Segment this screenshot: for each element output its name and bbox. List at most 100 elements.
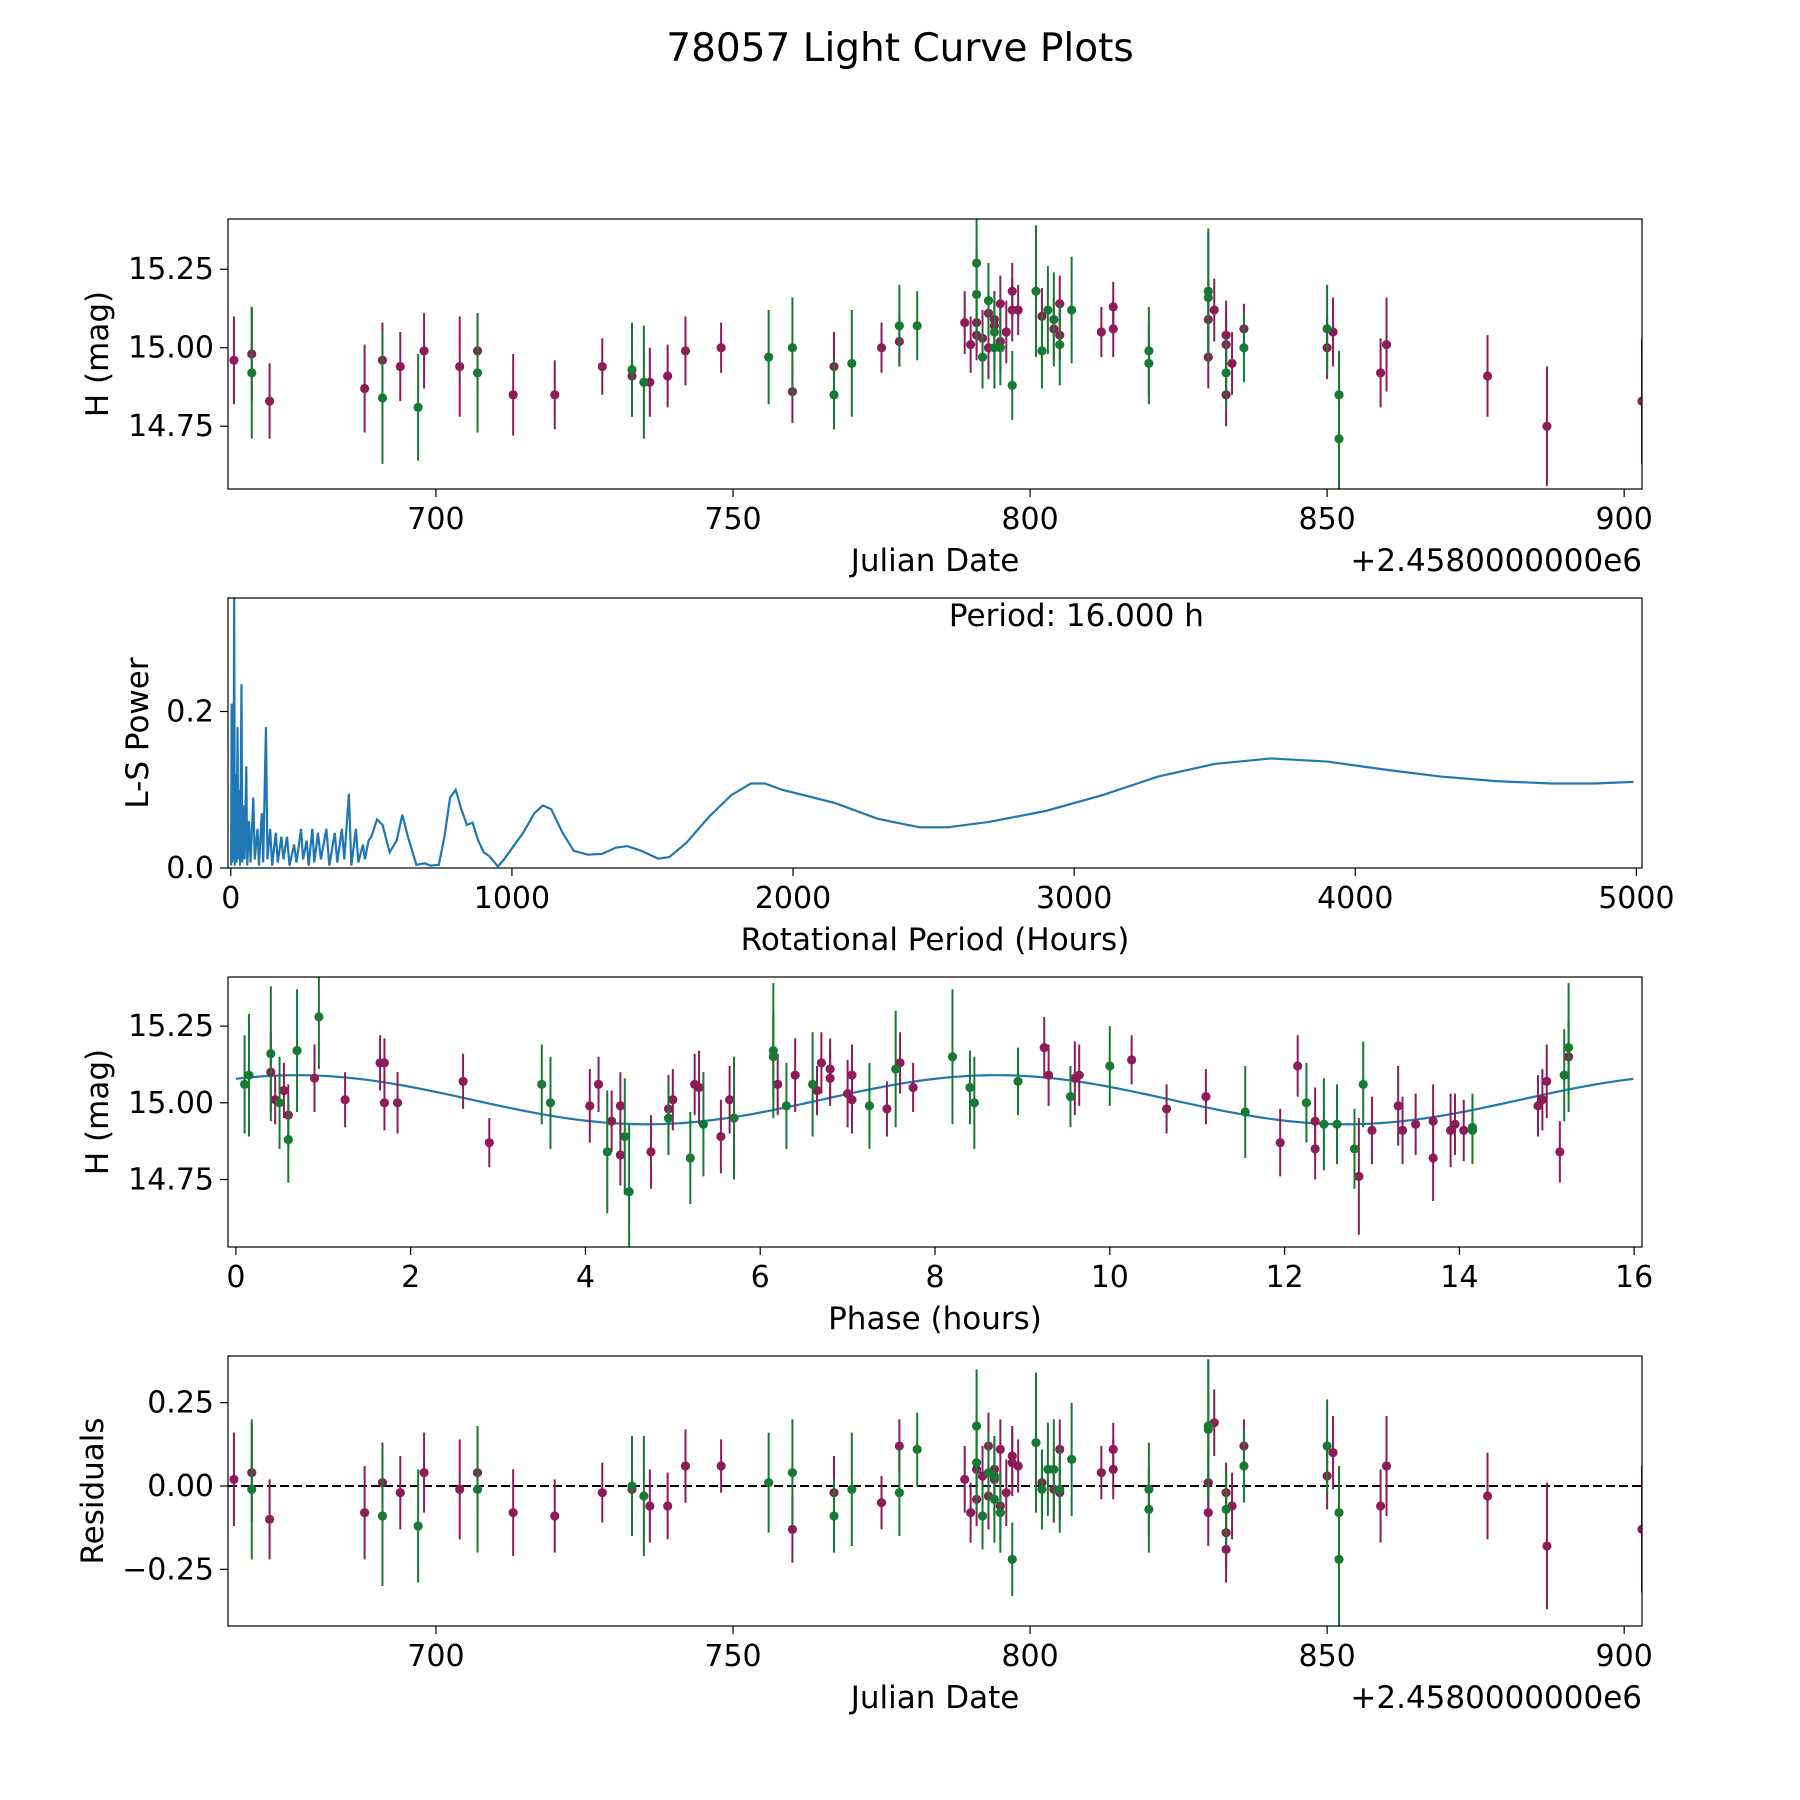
data-point: [1144, 358, 1154, 369]
x-tick-label: 12: [1265, 1260, 1303, 1295]
data-point: [768, 1052, 778, 1062]
data-point: [663, 1113, 674, 1123]
y-tick-label: 15.25: [128, 252, 214, 287]
y-tick-label: 15.25: [128, 1009, 214, 1044]
data-point: [1127, 1055, 1137, 1065]
data-point: [764, 352, 774, 362]
data-point: [639, 377, 649, 387]
data-point: [882, 1104, 892, 1114]
data-point: [1031, 286, 1041, 296]
plot-area: [228, 1359, 1642, 1626]
data-point: [891, 1064, 901, 1074]
x-axis-label: Julian Date: [849, 543, 1020, 579]
y-tick-label: −0.25: [122, 1552, 214, 1587]
data-point: [995, 343, 1005, 353]
data-point: [847, 358, 857, 369]
plot-area: [230, 598, 1634, 868]
x-tick-label: 3000: [1036, 881, 1112, 916]
data-point: [787, 1524, 798, 1534]
data-point: [829, 1511, 839, 1521]
y-tick-label: 15.00: [128, 1086, 214, 1121]
data-point: [1559, 1070, 1569, 1080]
data-point: [764, 1478, 774, 1488]
data-point: [1334, 434, 1344, 444]
data-point: [550, 390, 560, 400]
data-point: [680, 346, 691, 356]
data-point: [1428, 1153, 1438, 1163]
data-point: [876, 1498, 887, 1508]
data-point: [455, 1484, 465, 1494]
data-point: [912, 321, 922, 331]
data-point: [1031, 1438, 1041, 1448]
data-point: [1049, 1464, 1059, 1474]
data-point: [1201, 1092, 1211, 1102]
data-point: [1065, 1092, 1076, 1102]
data-point: [340, 1095, 350, 1105]
data-point: [1411, 1119, 1421, 1129]
data-point: [1328, 1448, 1338, 1458]
data-point: [829, 390, 839, 400]
data-point: [1542, 1541, 1552, 1551]
data-point: [1467, 1125, 1478, 1136]
y-tick-label: 0.00: [147, 1469, 214, 1504]
periodogram-line: [230, 598, 1634, 868]
data-point: [1537, 1095, 1547, 1105]
x-offset-label: +2.4580000000e6: [1350, 543, 1642, 579]
data-point: [472, 1484, 483, 1494]
data-point: [1144, 1504, 1154, 1514]
y-axis-label: H (mag): [80, 291, 116, 417]
data-point: [1555, 1147, 1565, 1157]
data-point: [240, 1079, 250, 1089]
data-point: [947, 1052, 958, 1062]
data-point: [663, 371, 673, 381]
data-point: [379, 1098, 390, 1108]
data-point: [585, 1101, 595, 1111]
data-point: [620, 1131, 630, 1142]
data-point: [1007, 380, 1017, 390]
axes-frame: [227, 976, 1643, 1248]
data-point: [1013, 305, 1023, 315]
data-point: [615, 1150, 625, 1160]
data-point: [593, 1079, 604, 1089]
x-tick-label: 2000: [755, 881, 831, 916]
data-point: [624, 1187, 634, 1197]
series-g-band: [240, 977, 1574, 1247]
data-point: [1381, 1461, 1392, 1471]
x-tick-label: 750: [704, 502, 761, 537]
data-point: [894, 1488, 904, 1498]
x-tick-label: 0: [226, 1260, 245, 1295]
data-point: [1354, 1171, 1364, 1182]
data-point: [716, 343, 726, 353]
data-point: [1096, 327, 1106, 337]
x-tick-label: 8: [925, 1260, 944, 1295]
data-point: [1239, 1461, 1249, 1471]
data-point: [1013, 1461, 1023, 1471]
data-point: [360, 383, 370, 394]
data-point: [1055, 1484, 1065, 1494]
data-point: [773, 1079, 783, 1089]
data-point: [1037, 346, 1047, 356]
y-tick-label: 15.00: [128, 331, 214, 366]
model-fit-curve: [235, 1074, 1634, 1126]
data-point: [545, 1098, 556, 1108]
series-g-band: [247, 1359, 1344, 1626]
x-tick-label: 800: [1001, 1639, 1058, 1674]
data-point: [1293, 1061, 1303, 1071]
data-point: [1375, 368, 1386, 378]
data-point: [912, 1444, 922, 1454]
data-point: [680, 1461, 691, 1471]
data-point: [264, 396, 275, 406]
data-point: [1239, 343, 1249, 353]
data-point: [989, 327, 1000, 337]
data-point: [685, 1153, 695, 1163]
data-point: [1542, 421, 1552, 431]
data-point: [597, 1488, 607, 1498]
data-point: [419, 1468, 429, 1478]
data-point: [1037, 1484, 1047, 1494]
data-point: [1637, 1524, 1642, 1534]
x-tick-label: 750: [704, 1639, 761, 1674]
data-point: [977, 1511, 988, 1521]
x-axis-label: Phase (hours): [828, 1301, 1042, 1337]
periodogram-panel: 0 1000 2000 3000 4000 5000 0.0 0.2 Rotational Pe…: [120, 597, 1675, 958]
data-point: [279, 1085, 289, 1096]
